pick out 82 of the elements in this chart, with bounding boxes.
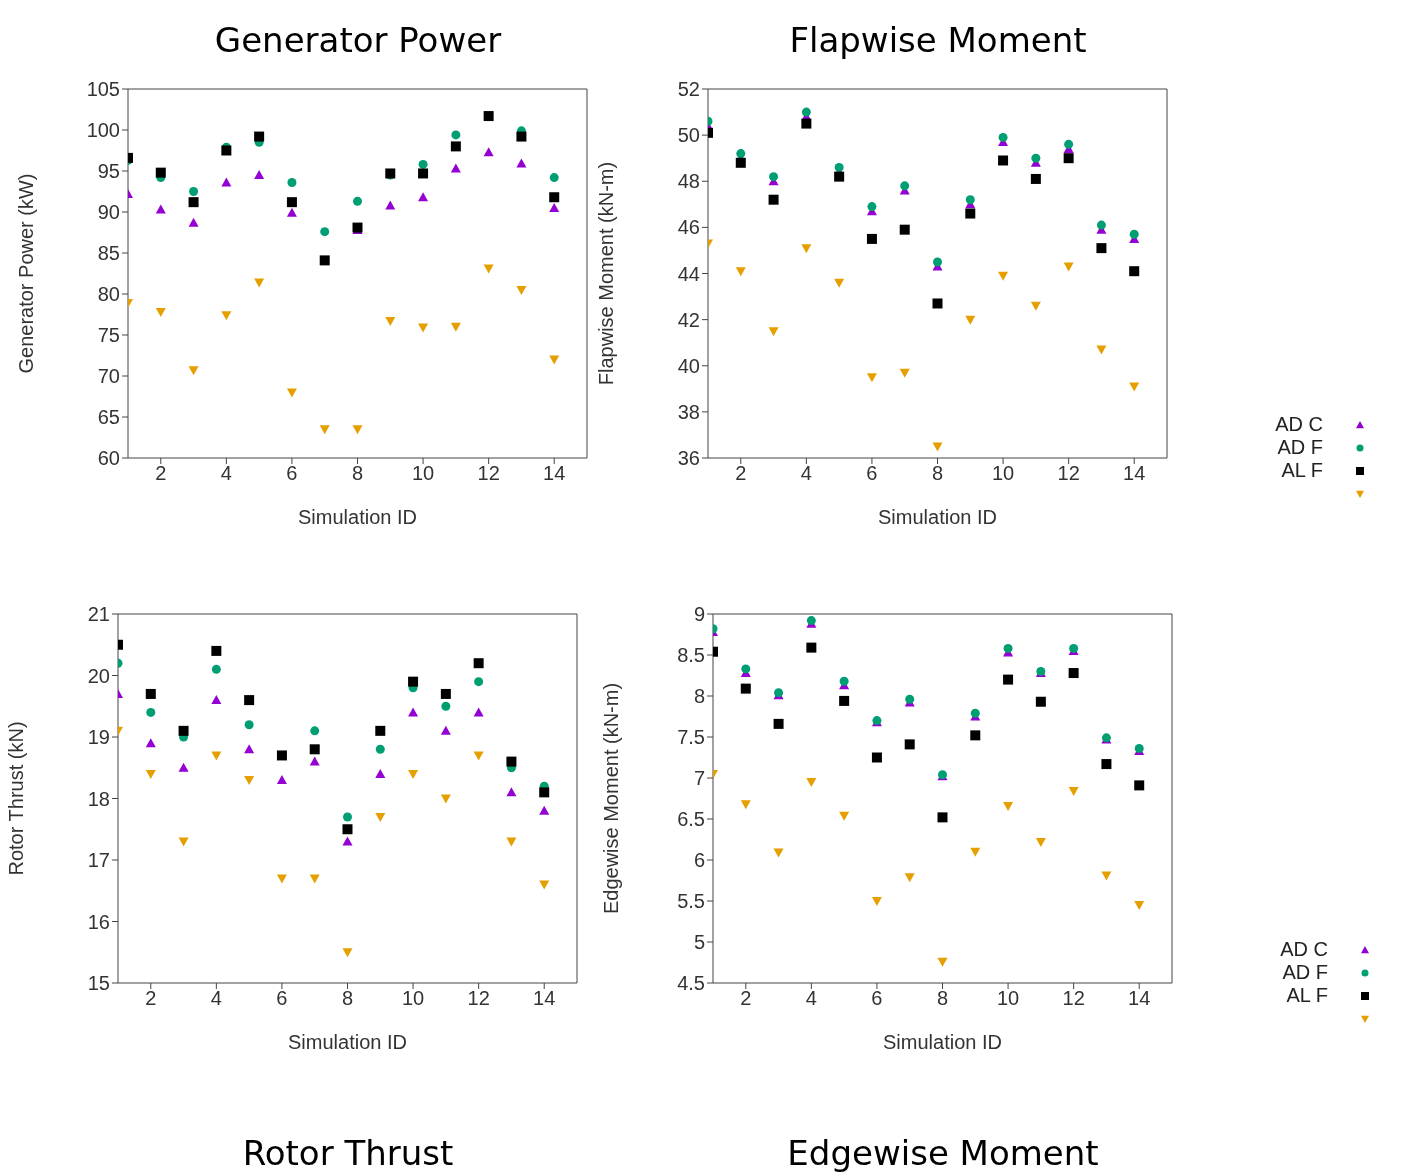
x-tick-label: 12 (477, 462, 500, 485)
x-tick-label: 6 (866, 462, 878, 485)
text: Edgewise Moment (786, 1133, 1100, 1173)
y-tick-label: 50 (677, 124, 700, 147)
x-tick-label: 10 (401, 987, 425, 1010)
y-tick-label: 60 (97, 447, 120, 470)
x-tick-label: 4 (805, 987, 817, 1010)
x-tick-label: 6 (286, 462, 298, 485)
y-tick-label: 95 (97, 160, 120, 183)
x-tick-label: 4 (210, 987, 222, 1010)
x-tick-label: 8 (936, 987, 949, 1010)
y-tick-label: 40 (677, 354, 700, 377)
y-tick-label: 75 (97, 324, 120, 347)
text: Rotor Thrust (241, 1133, 455, 1173)
y-axis-title: Flapwise Moment (kN-m) (595, 161, 618, 386)
y-tick-label: 85 (97, 242, 120, 265)
x-tick-label: 2 (155, 462, 167, 485)
x-tick-label: 8 (341, 987, 354, 1010)
x-axis-title: Simulation ID (288, 1031, 407, 1053)
legend-label: AD C (1280, 938, 1328, 961)
chart-title: Generator Power (213, 20, 503, 60)
x-tick-label: 2 (735, 462, 747, 485)
y-tick-label: 46 (677, 216, 700, 239)
legend-label: AL F (1286, 984, 1328, 1007)
x-tick-label: 14 (1128, 987, 1151, 1010)
y-tick-label: 5 (693, 931, 705, 954)
legend-label: AD C (1275, 413, 1323, 436)
x-tick-label: 12 (1062, 987, 1085, 1010)
x-axis-title: Simulation ID (883, 1031, 1002, 1053)
y-tick-label: 52 (677, 78, 700, 101)
y-tick-label: 4.5 (677, 972, 705, 995)
y-tick-label: 16 (87, 910, 110, 933)
legend-label: AL F (1281, 459, 1323, 482)
y-tick-label: 42 (677, 308, 700, 331)
x-tick-label: 14 (1123, 462, 1146, 485)
y-axis-title: Generator Power (kW) (15, 173, 38, 374)
y-axis-title: Rotor Thrust (kN) (5, 721, 28, 876)
y-axis-title: Edgewise Moment (kN-m) (600, 682, 623, 915)
x-tick-label: 4 (220, 462, 232, 485)
y-tick-label: 18 (87, 787, 110, 810)
y-tick-label: 90 (97, 201, 120, 224)
x-axis-title: Simulation ID (298, 506, 417, 528)
y-tick-label: 5.5 (677, 890, 705, 913)
y-tick-label: 8 (693, 685, 705, 708)
y-tick-label: 100 (86, 119, 120, 142)
x-axis-title: Simulation ID (878, 506, 997, 528)
x-tick-label: 8 (931, 462, 944, 485)
x-tick-label: 2 (145, 987, 157, 1010)
x-tick-label: 12 (467, 987, 490, 1010)
y-tick-label: 20 (87, 664, 110, 687)
y-tick-label: 17 (87, 849, 110, 872)
y-tick-label: 44 (677, 262, 700, 285)
y-tick-label: 65 (97, 406, 120, 429)
y-tick-label: 7.5 (677, 726, 705, 749)
x-tick-label: 2 (740, 987, 752, 1010)
y-tick-label: 21 (87, 603, 110, 626)
y-tick-label: 48 (677, 170, 700, 193)
x-tick-label: 10 (996, 987, 1020, 1010)
y-tick-label: 36 (677, 447, 700, 470)
legend-label: AD F (1282, 961, 1328, 984)
x-tick-label: 10 (411, 462, 435, 485)
x-tick-label: 6 (871, 987, 883, 1010)
x-tick-label: 14 (533, 987, 556, 1010)
y-tick-label: 6.5 (677, 808, 705, 831)
x-tick-label: 6 (276, 987, 288, 1010)
x-tick-label: 10 (991, 462, 1015, 485)
x-tick-label: 8 (351, 462, 364, 485)
y-tick-label: 38 (677, 400, 700, 423)
x-tick-label: 12 (1057, 462, 1080, 485)
y-tick-label: 7 (693, 767, 705, 790)
x-tick-label: 4 (800, 462, 812, 485)
y-tick-label: 15 (87, 972, 110, 995)
legend-label: AD F (1277, 436, 1323, 459)
y-tick-label: 105 (86, 78, 120, 101)
y-tick-label: 70 (97, 365, 120, 388)
y-tick-label: 6 (693, 849, 705, 872)
x-tick-label: 14 (543, 462, 566, 485)
y-tick-label: 19 (87, 726, 110, 749)
y-tick-label: 8.5 (677, 644, 705, 667)
y-tick-label: 80 (97, 283, 120, 306)
chart-title: Flapwise Moment (788, 20, 1088, 60)
y-tick-label: 9 (693, 603, 705, 626)
